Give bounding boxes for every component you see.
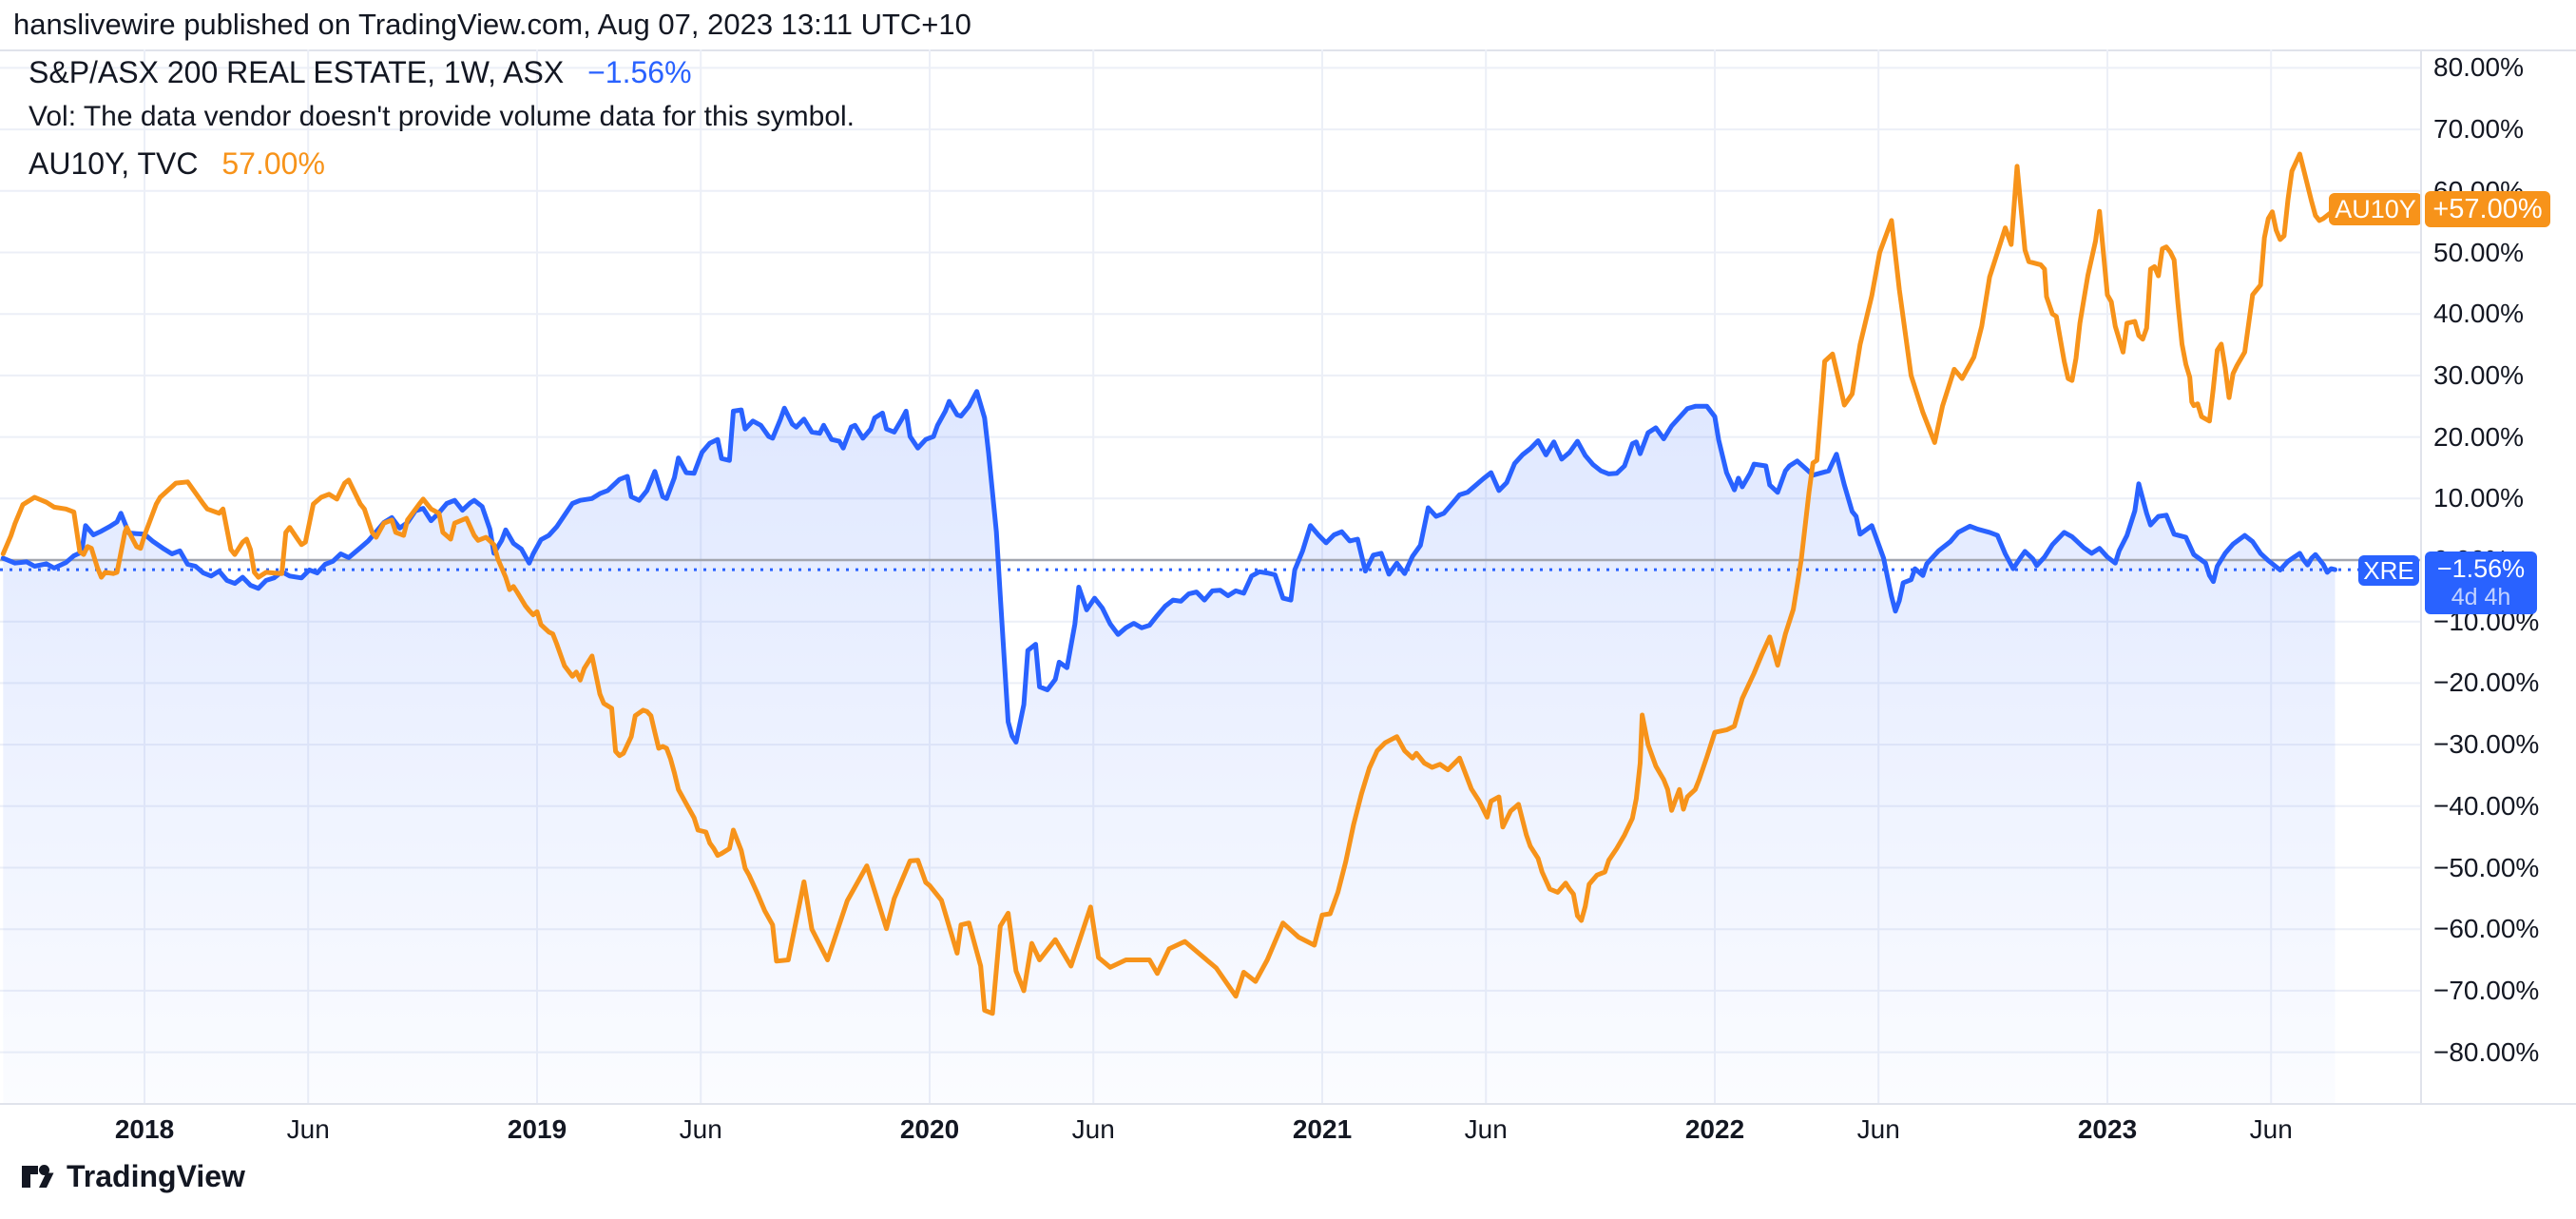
xre-price-label-badge: XRE bbox=[2358, 555, 2419, 586]
price-axis-label: −30.00% bbox=[2433, 729, 2540, 760]
time-axis-month-label: Jun bbox=[2249, 1114, 2293, 1144]
price-axis-separator bbox=[2420, 49, 2422, 1103]
time-axis-year-label: 2020 bbox=[899, 1114, 960, 1144]
symbol-change: −1.56% bbox=[587, 55, 692, 89]
xre-bar-countdown: 4d 4h bbox=[2451, 584, 2511, 610]
chart-top-separator bbox=[0, 49, 2576, 51]
xre-price-value-badge: −1.56% 4d 4h bbox=[2425, 551, 2537, 614]
price-axis-label: 10.00% bbox=[2433, 483, 2524, 513]
time-axis-month-label: Jun bbox=[1856, 1114, 1900, 1144]
time-axis-separator bbox=[0, 1103, 2576, 1105]
price-axis-label: −20.00% bbox=[2433, 668, 2540, 698]
chart-legend: S&P/ASX 200 REAL ESTATE, 1W, ASX −1.56% … bbox=[29, 57, 855, 179]
au10y-price-value-badge: +57.00% bbox=[2425, 191, 2550, 227]
price-axis-label: 40.00% bbox=[2433, 299, 2524, 329]
au10y-price-label-badge: AU10Y bbox=[2329, 193, 2422, 225]
time-axis-year-label: 2022 bbox=[1684, 1114, 1745, 1144]
price-axis-label: 30.00% bbox=[2433, 359, 2524, 390]
price-axis-label: 70.00% bbox=[2433, 114, 2524, 145]
symbol-title: S&P/ASX 200 REAL ESTATE, 1W, ASX bbox=[29, 55, 565, 89]
time-axis-year-label: 2023 bbox=[2077, 1114, 2138, 1144]
xre-change-value: −1.56% bbox=[2436, 554, 2526, 583]
legend-symbol-row[interactable]: S&P/ASX 200 REAL ESTATE, 1W, ASX −1.56% bbox=[29, 57, 855, 87]
tradingview-wordmark: TradingView bbox=[67, 1158, 245, 1193]
time-axis-year-label: 2019 bbox=[507, 1114, 567, 1144]
legend-volume-row: Vol: The data vendor doesn't provide vol… bbox=[29, 103, 855, 131]
volume-message: Vol: The data vendor doesn't provide vol… bbox=[29, 101, 855, 132]
compare-title: AU10Y, TVC bbox=[29, 146, 199, 181]
price-axis-label: 80.00% bbox=[2433, 52, 2524, 83]
time-axis-month-label: Jun bbox=[679, 1114, 722, 1144]
xre-area-fill bbox=[3, 391, 2336, 1103]
price-axis-label: 20.00% bbox=[2433, 421, 2524, 452]
legend-compare-row[interactable]: AU10Y, TVC 57.00% bbox=[29, 148, 855, 179]
au10y-line bbox=[0, 151, 2337, 1016]
time-axis-year-label: 2021 bbox=[1292, 1114, 1353, 1144]
price-axis-label: 50.00% bbox=[2433, 237, 2524, 267]
time-axis-year-label: 2018 bbox=[114, 1114, 175, 1144]
price-axis-label: −80.00% bbox=[2433, 1036, 2540, 1067]
tradingview-attribution[interactable]: TradingView bbox=[19, 1158, 245, 1194]
price-axis-label: −50.00% bbox=[2433, 852, 2540, 882]
time-axis-month-label: Jun bbox=[1464, 1114, 1508, 1144]
published-header: hanslivewire published on TradingView.co… bbox=[13, 8, 971, 41]
price-axis-label: −60.00% bbox=[2433, 914, 2540, 944]
tradingview-logo-icon bbox=[22, 1165, 54, 1188]
time-axis-month-label: Jun bbox=[286, 1114, 330, 1144]
time-axis-month-label: Jun bbox=[1071, 1114, 1115, 1144]
compare-change: 57.00% bbox=[221, 146, 325, 181]
price-axis-label: −40.00% bbox=[2433, 790, 2540, 821]
price-axis-label: −70.00% bbox=[2433, 975, 2540, 1005]
